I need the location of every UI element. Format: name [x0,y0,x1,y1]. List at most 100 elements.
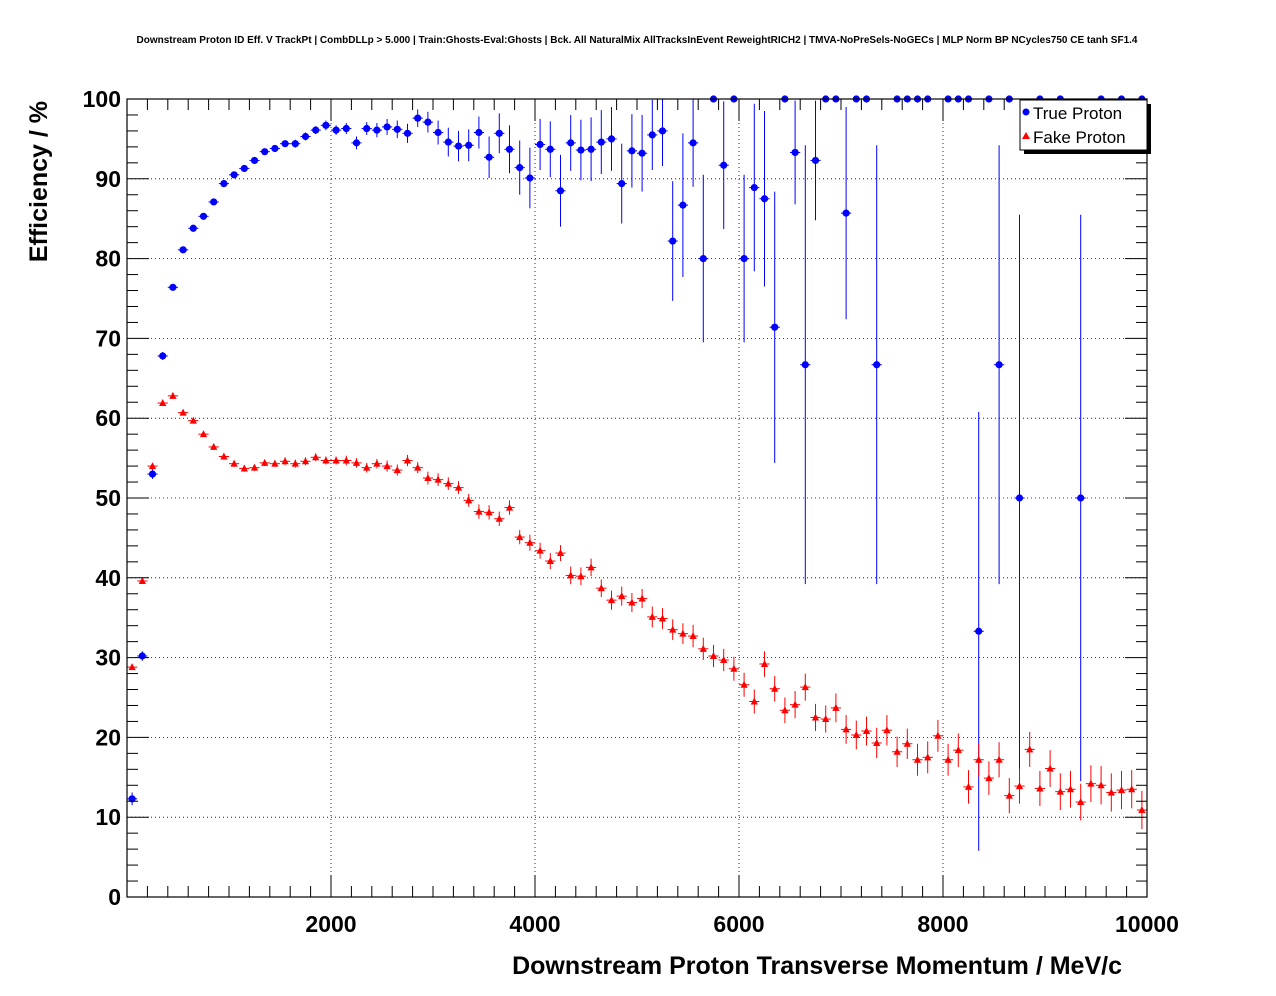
data-point [271,459,279,467]
data-point [301,457,310,465]
data-point [669,625,677,633]
data-point [159,399,167,407]
grid [127,99,1147,897]
data-point [1015,494,1024,502]
data-point [1056,787,1064,795]
data-point [954,746,962,754]
y-tick-label: 40 [95,565,121,591]
data-point [159,352,167,360]
data-point [220,452,228,460]
data-point [669,237,677,245]
data-point [414,463,422,471]
data-point [485,508,493,516]
legend-box [1019,99,1148,151]
data-point [811,713,820,721]
data-point [516,164,524,172]
data-point [373,126,381,134]
y-axis: 0 10 20 30 40 50 60 70 80 90 100 [83,86,1147,910]
y-tick-label: 50 [95,485,121,511]
data-point [699,644,707,652]
data-point [811,156,820,165]
data-point [179,408,187,416]
data-point [138,576,146,584]
data-point [342,124,350,133]
data-point [250,463,259,471]
data-point [995,755,1003,763]
legend: True Proton Fake Proton [1019,99,1151,154]
data-point [454,483,463,491]
data-point [495,514,503,522]
data-point [505,145,514,153]
data-point [536,546,544,554]
data-point [383,123,391,131]
data-point [658,614,667,622]
y-tick-label: 70 [95,325,121,351]
y-axis-label: Efficiency / % [25,101,53,262]
data-point [271,144,279,153]
data-point [638,594,646,602]
data-point [526,174,534,182]
data-point [526,538,534,546]
data-point [1015,782,1024,790]
data-point [862,727,871,735]
x-tick-label: 10000 [1115,911,1179,937]
data-point [403,456,412,464]
data-point [730,664,738,672]
data-point [577,572,585,580]
data-point [597,584,605,592]
data-point [985,774,993,782]
data-point [179,246,187,254]
data-point [485,153,493,161]
data-point [465,496,473,504]
data-point [618,592,626,600]
data-point [699,255,707,263]
y-tick-label: 0 [108,884,121,910]
data-point [750,183,758,192]
data-point [1107,788,1115,796]
data-point [199,430,208,438]
data-point [312,453,320,461]
data-point [577,146,585,154]
data-point [842,725,850,733]
data-point [628,598,636,606]
data-point [567,139,575,147]
data-point [556,549,565,557]
data-point [546,557,554,565]
data-point [220,179,228,188]
data-point [903,739,911,747]
data-point [261,458,269,466]
data-point [822,715,830,723]
data-point [1077,798,1085,806]
data-point [301,132,310,141]
data-point [261,148,269,156]
y-tick-label: 20 [95,724,121,750]
data-point [424,474,432,482]
data-point [873,738,881,746]
data-point [842,209,850,217]
data-point [1036,784,1044,792]
data-point [944,755,952,763]
legend-marker-true-proton [1022,108,1030,116]
data-point [281,457,289,465]
data-point [383,462,391,470]
data-point [138,652,146,660]
data-point [210,442,218,450]
data-point [332,126,340,134]
x-axis-label: Downstream Proton Transverse Momentum / … [512,952,1122,980]
data-point [1046,764,1054,772]
data-point [883,726,891,734]
data-point [1087,779,1095,787]
data-point [740,255,748,263]
data-point [1005,791,1013,799]
data-point [291,140,299,148]
data-point [332,456,340,464]
data-point [689,139,697,147]
data-point [230,459,238,467]
legend-label-true-proton: True Proton [1033,104,1122,123]
y-tick-label: 90 [95,166,121,192]
data-point [964,782,973,790]
data-point [720,655,728,663]
data-point [322,456,330,464]
data-point [169,391,177,399]
data-point [465,141,473,149]
